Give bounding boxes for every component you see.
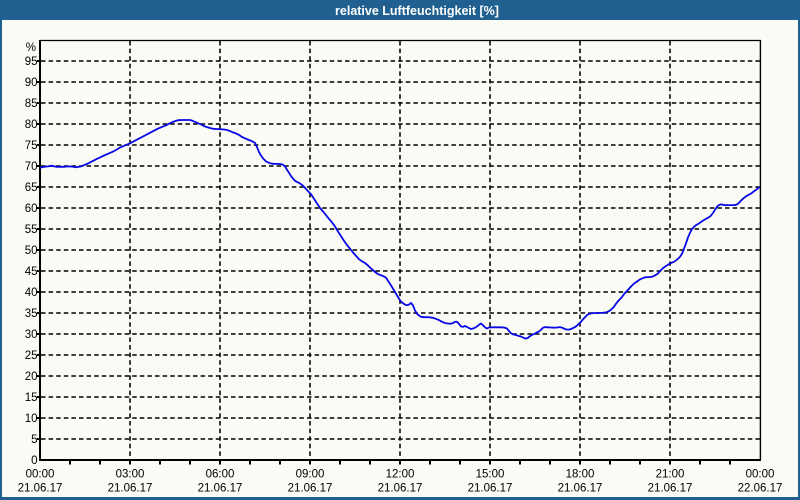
svg-text:35: 35 [25,308,38,320]
svg-text:0: 0 [31,455,37,467]
svg-text:21.06.17: 21.06.17 [558,483,603,495]
svg-text:5: 5 [31,434,37,446]
svg-text:09:00: 09:00 [296,469,325,481]
svg-text:20: 20 [25,371,38,383]
svg-text:21.06.17: 21.06.17 [198,483,243,495]
svg-text:03:00: 03:00 [116,469,145,481]
svg-text:21:00: 21:00 [656,469,685,481]
svg-text:21.06.17: 21.06.17 [378,483,423,495]
svg-text:00:00: 00:00 [746,469,775,481]
svg-text:00:00: 00:00 [26,469,55,481]
svg-text:90: 90 [25,77,38,89]
svg-text:21.06.17: 21.06.17 [18,483,63,495]
svg-text:18:00: 18:00 [566,469,595,481]
svg-text:22.06.17: 22.06.17 [738,483,783,495]
svg-text:relative Luftfeuchtigkeit [%]: relative Luftfeuchtigkeit [%] [335,4,499,18]
svg-text:65: 65 [25,182,38,194]
svg-text:21.06.17: 21.06.17 [108,483,153,495]
svg-text:25: 25 [25,350,38,362]
svg-text:85: 85 [25,98,38,110]
svg-text:60: 60 [25,203,38,215]
svg-text:55: 55 [25,224,38,236]
svg-text:21.06.17: 21.06.17 [648,483,693,495]
svg-text:40: 40 [25,287,38,299]
svg-text:80: 80 [25,119,38,131]
svg-text:15:00: 15:00 [476,469,505,481]
svg-text:15: 15 [25,392,38,404]
svg-text:75: 75 [25,140,38,152]
svg-text:45: 45 [25,266,38,278]
svg-text:21.06.17: 21.06.17 [288,483,333,495]
svg-text:12:00: 12:00 [386,469,415,481]
svg-text:10: 10 [25,413,38,425]
svg-text:%: % [26,42,36,54]
svg-text:30: 30 [25,329,38,341]
svg-text:21.06.17: 21.06.17 [468,483,513,495]
svg-text:06:00: 06:00 [206,469,235,481]
svg-text:70: 70 [25,161,38,173]
svg-text:50: 50 [25,245,38,257]
svg-text:95: 95 [25,56,38,68]
